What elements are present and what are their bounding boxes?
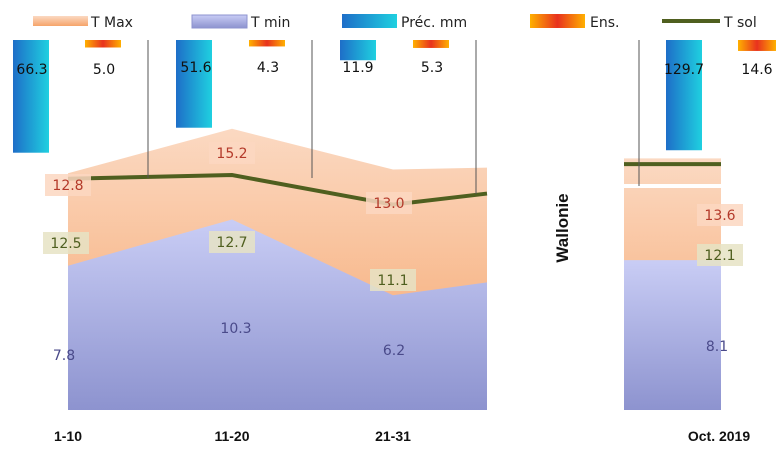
summary-separator: [624, 184, 722, 188]
tmin-area: [68, 219, 487, 410]
svg-text:13.0: 13.0: [373, 196, 404, 212]
svg-text:66.3: 66.3: [16, 62, 47, 78]
svg-text:12.8: 12.8: [52, 178, 83, 194]
svg-text:5.3: 5.3: [421, 60, 443, 76]
bars: [13, 40, 776, 188]
prec-label-11-20: 51.6: [180, 60, 211, 76]
ens-bar-1-10: [85, 40, 121, 48]
svg-text:8.1: 8.1: [706, 339, 728, 355]
legend-label-tmax: T Max: [90, 15, 133, 31]
legend: T Max T min Préc. mm Ens. T sol: [33, 14, 757, 31]
legend-swatch-prec: [342, 14, 397, 28]
region-label: Wallonie: [553, 193, 572, 262]
svg-text:14.6: 14.6: [741, 62, 772, 78]
svg-text:7.8: 7.8: [53, 348, 75, 364]
ens-label-21-31: 5.3: [421, 60, 443, 76]
tmax-label-11-20: 15.2: [209, 142, 255, 164]
svg-text:12.1: 12.1: [704, 248, 735, 264]
tmin-label-11-20: 10.3: [220, 321, 251, 337]
prec-label-21-31: 11.9: [342, 60, 373, 76]
prec-bar-11-20: [176, 40, 212, 128]
summary-ens-bar: [738, 40, 776, 51]
tsol-label-1-10: 12.5: [43, 232, 89, 254]
legend-label-tsol: T sol: [723, 15, 757, 31]
summary-tmin-area: [624, 260, 721, 410]
legend-swatch-tmax: [33, 16, 88, 26]
svg-text:4.3: 4.3: [257, 60, 279, 76]
summary-tsol-label: 12.1: [697, 244, 743, 266]
svg-text:129.7: 129.7: [664, 62, 704, 78]
svg-text:12.5: 12.5: [50, 236, 81, 252]
summary-tmin-label: 8.1: [706, 339, 728, 355]
svg-text:11.9: 11.9: [342, 60, 373, 76]
ens-bar-11-20: [249, 40, 285, 47]
tmin-label-21-31: 6.2: [383, 343, 405, 359]
tick-label-summary: Oct. 2019: [688, 428, 750, 444]
legend-label-tmin: T min: [250, 15, 290, 31]
tsol-label-21-31: 11.1: [370, 269, 416, 291]
summary-ens-label: 14.6: [741, 62, 772, 78]
svg-text:13.6: 13.6: [704, 208, 735, 224]
ens-bar-21-31: [413, 40, 449, 48]
summary-prec-label: 129.7: [664, 62, 704, 78]
svg-text:12.7: 12.7: [216, 235, 247, 251]
prec-label-1-10: 66.3: [16, 62, 47, 78]
legend-label-ens: Ens.: [590, 15, 619, 31]
legend-label-prec: Préc. mm: [401, 15, 467, 31]
series-lines: [67, 162, 721, 207]
svg-text:15.2: 15.2: [216, 146, 247, 162]
ens-label-11-20: 4.3: [257, 60, 279, 76]
svg-text:6.2: 6.2: [383, 343, 405, 359]
tick-label-1-10: 1-10: [54, 428, 82, 444]
svg-text:51.6: 51.6: [180, 60, 211, 76]
prec-bar-1-10: [13, 40, 49, 153]
tick-label-11-20: 11-20: [214, 428, 249, 444]
dividers: [147, 40, 640, 194]
ens-label-1-10: 5.0: [93, 62, 115, 78]
tsol-label-11-20: 12.7: [209, 231, 255, 253]
prec-bar-21-31: [340, 40, 376, 61]
tsol-line: [67, 173, 488, 207]
svg-text:11.1: 11.1: [377, 273, 408, 289]
svg-text:10.3: 10.3: [220, 321, 251, 337]
tick-label-21-31: 21-31: [375, 428, 411, 444]
tmax-label-1-10: 12.8: [45, 174, 91, 196]
summary-tmax-label: 13.6: [697, 204, 743, 226]
tmin-label-1-10: 7.8: [53, 348, 75, 364]
summary-prec-bar: [666, 40, 702, 151]
legend-swatch-tmin: [191, 14, 248, 29]
legend-swatch-ens: [530, 14, 585, 28]
tmax-label-21-31: 13.0: [366, 192, 412, 214]
data-labels: 12.8 15.2 13.0 12.5 12.7 11.1 7.8 10.3 6.2 66.3 51…: [16, 60, 772, 364]
svg-text:5.0: 5.0: [93, 62, 115, 78]
